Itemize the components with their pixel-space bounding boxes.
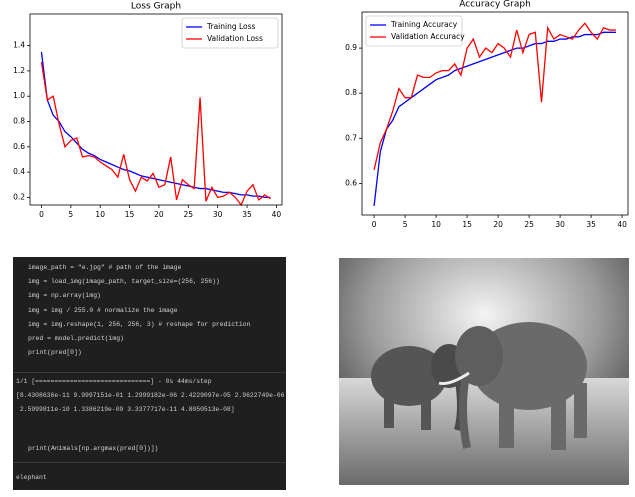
y-tick-label: 1.0 xyxy=(13,91,25,100)
legend-box xyxy=(365,15,463,47)
x-tick-label: 35 xyxy=(242,210,252,219)
x-tick-label: 15 xyxy=(125,210,135,219)
x-tick-label: 40 xyxy=(272,210,282,219)
x-tick-label: 35 xyxy=(586,220,596,229)
elephant-photo xyxy=(339,258,629,485)
code-line: img = img / 255.0 # normalize the image xyxy=(28,306,178,314)
y-tick-label: 0.8 xyxy=(13,117,25,126)
y-tick-label: 0.9 xyxy=(345,43,357,52)
code-line: img = img.reshape(1, 256, 256, 3) # resh… xyxy=(28,320,251,328)
y-tick-label: 0.8 xyxy=(345,88,357,97)
y-tick-label: 0.2 xyxy=(13,192,25,201)
y-tick-label: 0.6 xyxy=(345,178,357,187)
y-tick-label: 0.7 xyxy=(345,133,357,142)
x-tick-label: 15 xyxy=(462,220,472,229)
x-tick-label: 10 xyxy=(95,210,105,219)
x-tick-label: 20 xyxy=(493,220,503,229)
code-line: pred = model.predict(img) xyxy=(28,335,124,342)
output-line: 2.5999811e-10 1.3386219e-09 3.3377717e-1… xyxy=(16,406,235,414)
x-tick-label: 20 xyxy=(154,210,164,219)
x-tick-label: 25 xyxy=(524,220,534,229)
x-tick-label: 0 xyxy=(372,220,377,229)
y-tick-label: 0.6 xyxy=(13,142,25,151)
x-tick-label: 5 xyxy=(68,210,73,219)
x-tick-label: 5 xyxy=(403,220,408,229)
x-tick-label: 0 xyxy=(39,210,44,219)
code-line: print(pred[0]) xyxy=(28,349,82,357)
legend-label: Training Loss xyxy=(206,22,256,31)
code-line: img = np.array(img) xyxy=(28,292,101,300)
cell-separator xyxy=(13,462,286,463)
large-elephant xyxy=(438,322,587,450)
y-tick-label: 1.4 xyxy=(13,41,25,50)
output-line: elephant xyxy=(16,474,47,481)
code-line: image_path = "e.jpg" # path of the image xyxy=(28,264,182,271)
y-tick-label: 0.4 xyxy=(13,167,25,176)
series-line xyxy=(373,31,616,207)
legend-label: Validation Loss xyxy=(207,34,263,43)
series-line xyxy=(40,61,271,207)
x-tick-label: 40 xyxy=(617,220,627,229)
code-line: img = load_img(image_path, target_size=(… xyxy=(28,278,220,286)
plot-frame xyxy=(29,13,283,206)
code-line: print(Animals[np.argmax(pred[0])]) xyxy=(28,445,159,452)
legend-label: Training Accuracy xyxy=(390,20,458,29)
chart-title: Accuracy Graph xyxy=(459,0,531,10)
charts: Loss Graph 0 5 10 15 20 25 30 35 40 0.2 0.4 0.6 0.8 1.… xyxy=(13,0,629,229)
chart-title: Loss Graph xyxy=(131,2,181,12)
x-tick-label: 30 xyxy=(213,210,223,219)
output-line: [8.4308636e-11 9.9997151e-01 1.2999182e-… xyxy=(16,392,285,400)
x-tick-label: 25 xyxy=(184,210,194,219)
series-line xyxy=(373,22,616,171)
series-line xyxy=(40,51,271,199)
x-tick-label: 30 xyxy=(555,220,565,229)
legend-label: Validation Accuracy xyxy=(391,32,465,41)
legend-box xyxy=(181,17,279,49)
output-line: 1/1 [==============================] - 0… xyxy=(16,378,212,385)
plot-frame xyxy=(361,11,629,216)
cell-separator xyxy=(13,372,286,373)
y-tick-label: 1.2 xyxy=(13,66,25,75)
code-panel: image_path = "e.jpg" # path of the image… xyxy=(13,257,286,490)
x-tick-label: 10 xyxy=(431,220,441,229)
